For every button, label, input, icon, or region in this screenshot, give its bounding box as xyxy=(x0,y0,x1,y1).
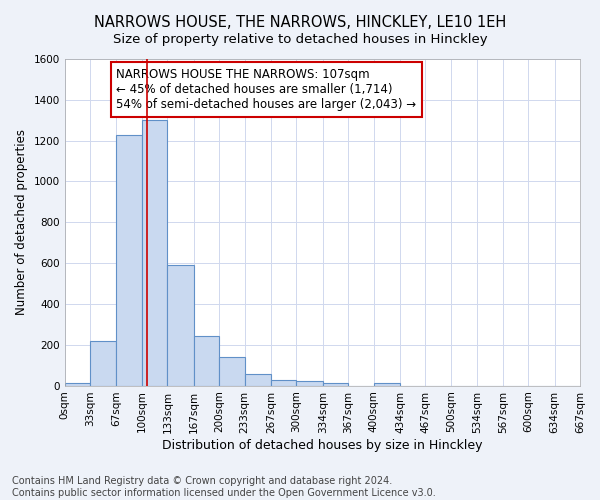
Bar xyxy=(116,134,142,386)
Bar xyxy=(219,357,245,386)
Bar xyxy=(90,340,116,386)
Text: NARROWS HOUSE, THE NARROWS, HINCKLEY, LE10 1EH: NARROWS HOUSE, THE NARROWS, HINCKLEY, LE… xyxy=(94,15,506,30)
Bar xyxy=(245,374,271,386)
Text: Contains HM Land Registry data © Crown copyright and database right 2024.
Contai: Contains HM Land Registry data © Crown c… xyxy=(12,476,436,498)
Bar xyxy=(374,382,400,386)
X-axis label: Distribution of detached houses by size in Hinckley: Distribution of detached houses by size … xyxy=(162,440,482,452)
Bar xyxy=(194,336,219,386)
Bar xyxy=(323,382,348,386)
Text: Size of property relative to detached houses in Hinckley: Size of property relative to detached ho… xyxy=(113,32,487,46)
Bar xyxy=(142,120,167,386)
Bar xyxy=(296,382,323,386)
Bar xyxy=(167,265,194,386)
Bar xyxy=(271,380,296,386)
Text: NARROWS HOUSE THE NARROWS: 107sqm
← 45% of detached houses are smaller (1,714)
5: NARROWS HOUSE THE NARROWS: 107sqm ← 45% … xyxy=(116,68,416,111)
Y-axis label: Number of detached properties: Number of detached properties xyxy=(15,130,28,316)
Bar xyxy=(65,382,90,386)
